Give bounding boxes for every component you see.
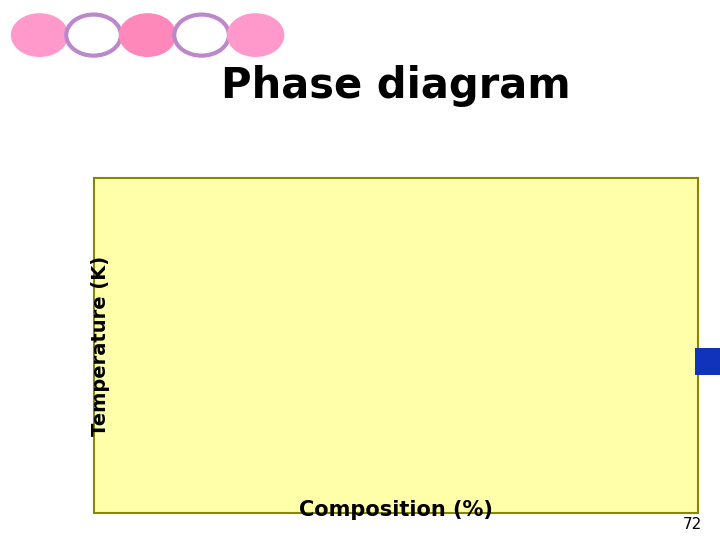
Text: THIXOFORMING: THIXOFORMING [402, 313, 548, 330]
Bar [695, 348, 720, 375]
Circle shape [228, 15, 283, 56]
Circle shape [369, 314, 392, 326]
Text: Temperature (K): Temperature (K) [91, 255, 110, 436]
Text: (S): (S) [460, 387, 510, 416]
Bar [94, 178, 698, 513]
Circle shape [174, 15, 229, 56]
Text: 72: 72 [683, 517, 702, 532]
Text: (L+S): (L+S) [220, 267, 294, 291]
Text: Phase diagram: Phase diagram [221, 65, 571, 107]
Circle shape [12, 15, 67, 56]
Circle shape [120, 15, 175, 56]
Circle shape [367, 226, 394, 239]
Circle shape [66, 15, 121, 56]
Text: Composition (%): Composition (%) [299, 500, 493, 521]
Text: CASTING: CASTING [402, 215, 484, 233]
Text: (L): (L) [482, 244, 529, 273]
